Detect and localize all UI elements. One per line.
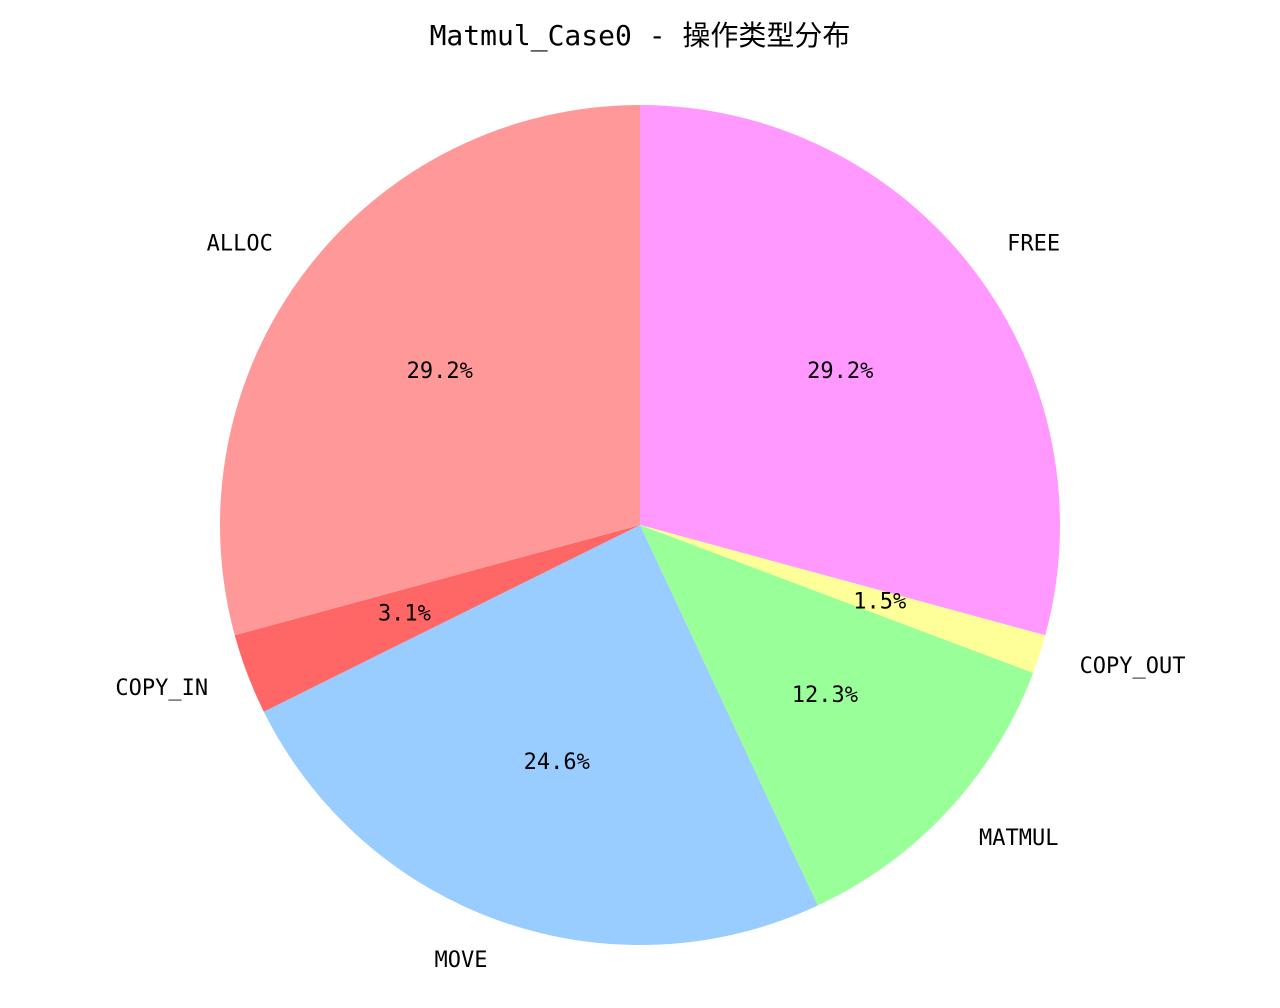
slice-label-copy-in: COPY_IN: [115, 676, 208, 701]
chart-title: Matmul_Case0 - 操作类型分布: [429, 19, 851, 52]
pie-slice-free: [640, 105, 1061, 636]
slice-percent-copy-in: 3.1%: [378, 602, 431, 627]
slice-percent-alloc: 29.2%: [407, 359, 473, 384]
slice-percent-copy-out: 1.5%: [853, 590, 906, 615]
pie-labels: FREE 29.2% COPY_OUT 1.5% MATMUL 12.3% MOVE 24.6…: [115, 231, 1185, 973]
pie-slice-copy-in: [234, 525, 641, 712]
slice-label-copy-out: COPY_OUT: [1080, 654, 1186, 679]
pie-slice-copy-out: [640, 525, 1046, 673]
pie-slice-move: [263, 525, 818, 945]
slice-label-free: FREE: [1007, 231, 1060, 256]
slice-label-move: MOVE: [434, 948, 487, 973]
slice-label-matmul: MATMUL: [979, 826, 1058, 851]
slice-percent-matmul: 12.3%: [792, 683, 858, 708]
pie-slices: [219, 105, 1061, 945]
slice-percent-move: 24.6%: [524, 750, 590, 775]
pie-slice-matmul: [640, 525, 1034, 906]
slice-label-alloc: ALLOC: [207, 231, 273, 256]
slice-percent-free: 29.2%: [807, 359, 873, 384]
pie-slice-alloc: [219, 105, 640, 636]
